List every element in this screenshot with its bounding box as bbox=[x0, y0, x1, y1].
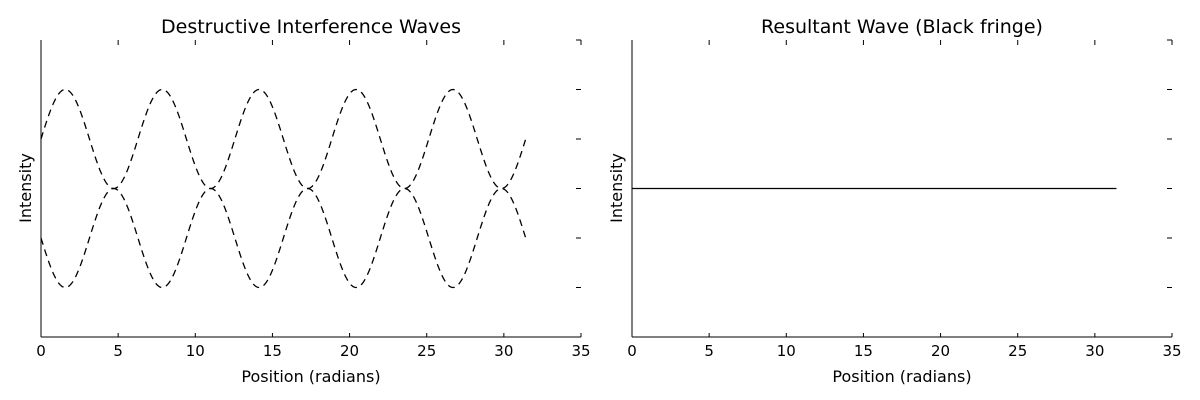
chart-title: Resultant Wave (Black fringe) bbox=[761, 16, 1043, 38]
y-axis-label: Intensity bbox=[607, 153, 626, 223]
tick-group: 0 5 10 15 20 25 30 35 bbox=[36, 39, 591, 360]
x-tick-label: 30 bbox=[1085, 342, 1104, 360]
chart-title: Destructive Interference Waves bbox=[161, 16, 461, 38]
x-tick-label: 0 bbox=[36, 342, 46, 360]
x-axis-label: Position (radians) bbox=[832, 367, 971, 386]
x-tick-label: 15 bbox=[854, 342, 873, 360]
x-tick-label: 35 bbox=[1162, 342, 1181, 360]
x-tick-label: 0 bbox=[627, 342, 637, 360]
x-tick-label: 10 bbox=[777, 342, 796, 360]
resultant-chart: Resultant Wave (Black fringe) Position (… bbox=[607, 16, 1182, 386]
tick-group: 0 5 10 15 20 25 30 35 bbox=[627, 39, 1182, 360]
x-tick-label: 25 bbox=[1008, 342, 1027, 360]
y-axis-label: Intensity bbox=[16, 153, 35, 223]
series-line bbox=[40, 88, 527, 190]
x-tick-label: 25 bbox=[417, 342, 436, 360]
interference-chart: Destructive Interference Waves Position … bbox=[16, 16, 591, 386]
x-axis-label: Position (radians) bbox=[241, 367, 380, 386]
x-tick-label: 20 bbox=[340, 342, 359, 360]
x-tick-label: 30 bbox=[494, 342, 513, 360]
x-tick-label: 35 bbox=[571, 342, 590, 360]
series-line bbox=[40, 187, 527, 289]
x-tick-label: 15 bbox=[263, 342, 282, 360]
x-tick-label: 20 bbox=[931, 342, 950, 360]
x-tick-label: 5 bbox=[704, 342, 714, 360]
plot-frame bbox=[41, 40, 581, 337]
x-tick-label: 10 bbox=[186, 342, 205, 360]
x-tick-label: 5 bbox=[113, 342, 123, 360]
series-group bbox=[40, 88, 527, 289]
